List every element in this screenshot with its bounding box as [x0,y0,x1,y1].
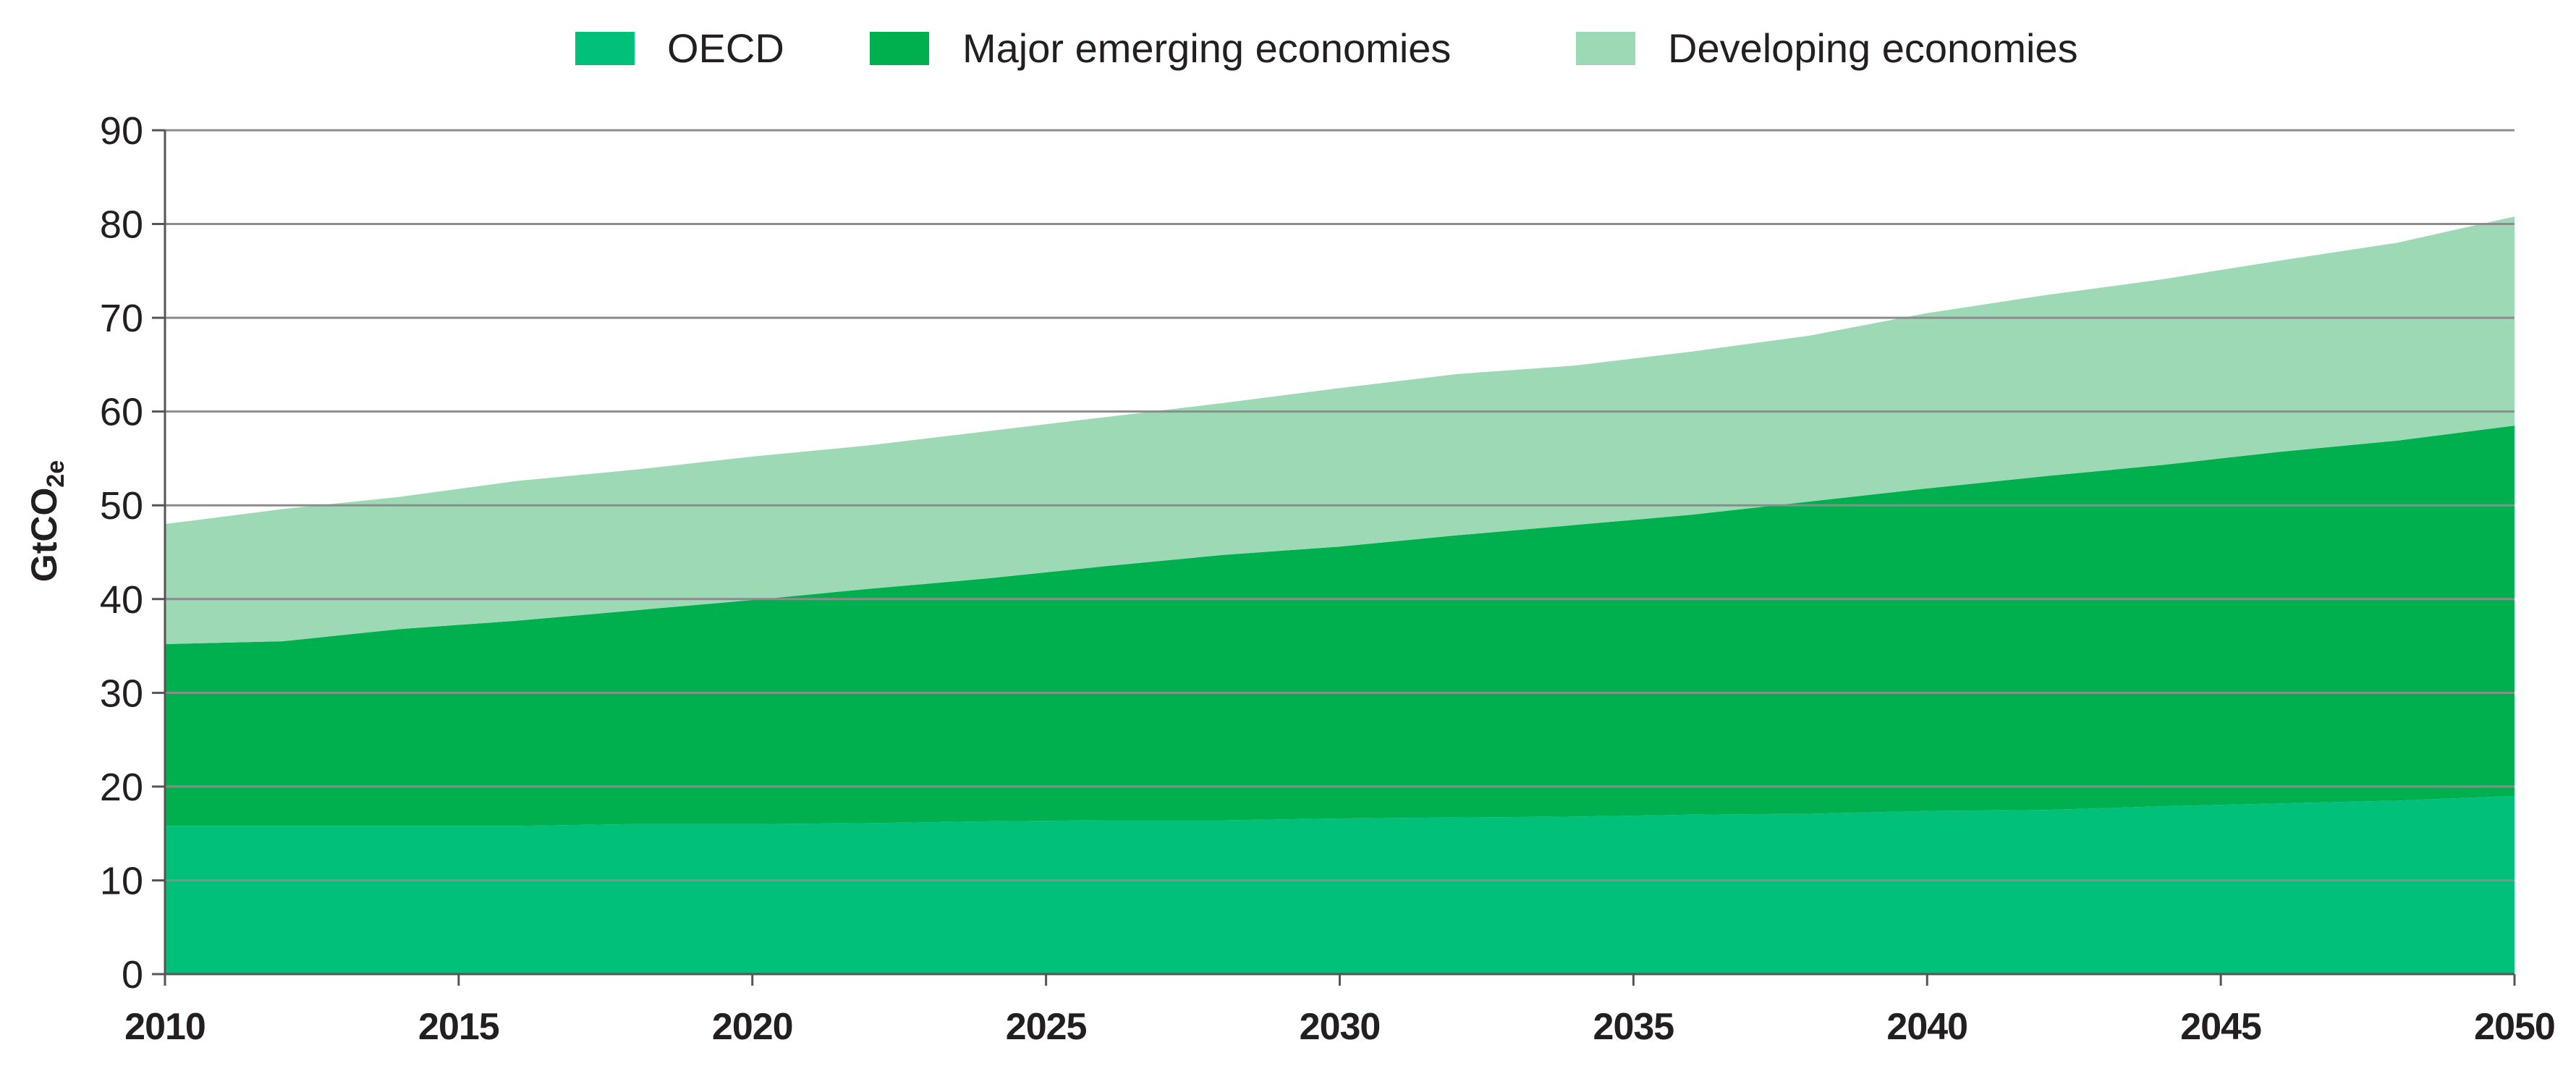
y-tick-label-20: 20 [100,766,143,809]
x-tick-label-2040: 2040 [1886,1006,1967,1048]
area-oecd [165,795,2514,974]
legend-item-major-emerging: Major emerging economies [870,25,1451,71]
x-tick-label-2015: 2015 [418,1006,499,1048]
y-axis-title-subscript: 2 [42,474,69,488]
legend-label-major-emerging: Major emerging economies [962,25,1451,71]
y-tick-label-0: 0 [122,953,143,997]
plot-areas [165,216,2514,974]
y-axis-title: GtCO2e [24,460,69,582]
y-axis-ticks: 0 10 20 30 40 50 60 70 80 90 [100,109,165,997]
x-tick-label-2035: 2035 [1593,1006,1674,1048]
legend-swatch-major-emerging [870,32,929,65]
legend-label-oecd: OECD [667,25,784,71]
area-major-emerging-economies [165,426,2514,826]
legend-swatch-developing [1576,32,1635,65]
legend-item-oecd: OECD [575,25,784,71]
legend: OECD Major emerging economies Developing… [575,25,2078,71]
y-tick-label-80: 80 [100,203,143,247]
y-tick-label-60: 60 [100,391,143,434]
area-developing-economies [165,216,2514,644]
y-tick-label-10: 10 [100,859,143,902]
y-tick-label-40: 40 [100,578,143,622]
x-tick-label-2010: 2010 [124,1006,206,1048]
y-tick-label-50: 50 [100,484,143,528]
y-tick-label-70: 70 [100,297,143,340]
legend-label-developing: Developing economies [1668,25,2078,71]
y-axis-title-tail: e [42,460,69,474]
x-tick-label-2030: 2030 [1300,1006,1381,1048]
x-tick-label-2025: 2025 [1006,1006,1087,1048]
x-tick-label-2050: 2050 [2474,1006,2555,1048]
x-tick-label-2020: 2020 [712,1006,793,1048]
legend-swatch-oecd [575,32,635,65]
y-tick-label-30: 30 [100,672,143,715]
x-axis-ticks: 2010 2015 2020 2025 2030 2035 2040 2045 2050 [124,974,2556,1048]
gridlines [165,129,2514,881]
legend-item-developing: Developing economies [1576,25,2078,71]
x-tick-label-2045: 2045 [2180,1006,2261,1048]
y-tick-label-90: 90 [100,109,143,153]
y-axis-title-main: GtCO [24,488,64,583]
